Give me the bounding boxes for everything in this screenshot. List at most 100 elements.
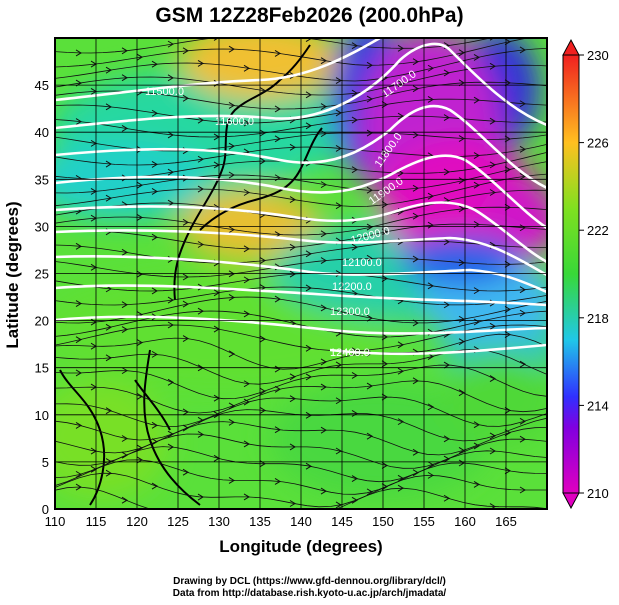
streamline-arrow bbox=[381, 101, 388, 108]
colorbar-max-arrow bbox=[562, 38, 580, 56]
x-tick-label: 145 bbox=[331, 514, 353, 529]
streamline-arrow bbox=[412, 131, 419, 139]
streamline-arrow bbox=[136, 214, 143, 221]
streamline-arrow bbox=[259, 157, 266, 165]
x-tick-label: 155 bbox=[413, 514, 435, 529]
streamline-arrow bbox=[351, 116, 358, 124]
streamline-arrow bbox=[458, 49, 465, 57]
coastlines bbox=[59, 44, 323, 506]
streamline-arrow bbox=[381, 275, 388, 282]
streamline-arrow bbox=[228, 226, 235, 234]
streamline-arrow bbox=[105, 160, 112, 168]
streamline-arrow bbox=[121, 124, 128, 132]
streamline-arrow bbox=[504, 429, 511, 437]
streamline-arrow bbox=[75, 336, 82, 344]
streamline-arrow bbox=[197, 431, 204, 438]
streamline-arrow bbox=[105, 469, 112, 477]
streamline-arrow bbox=[320, 383, 327, 391]
grid-lines bbox=[55, 38, 547, 509]
streamline-arrow bbox=[335, 397, 342, 405]
streamline-arrow bbox=[443, 494, 450, 502]
streamline-arrow bbox=[397, 341, 404, 349]
streamline-arrow bbox=[412, 58, 419, 66]
streamline-arrow bbox=[320, 304, 327, 312]
streamline-arrow bbox=[427, 64, 434, 72]
streamline-arrow bbox=[519, 309, 526, 317]
streamline-arrow bbox=[320, 230, 327, 238]
streamline-arrow bbox=[366, 254, 373, 262]
streamline-arrow bbox=[197, 493, 204, 501]
streamline-arrow bbox=[274, 426, 281, 434]
streamline-arrow bbox=[412, 469, 419, 477]
x-tick-label: 115 bbox=[86, 514, 107, 529]
streamline-arrow bbox=[458, 389, 465, 397]
streamline-arrow bbox=[381, 333, 388, 341]
streamline-arrow bbox=[167, 74, 174, 82]
streamline-arrow bbox=[105, 66, 112, 74]
streamline-arrow bbox=[228, 294, 235, 301]
y-axis-ticks: 0 5 10 15 20 25 30 35 40 45 bbox=[35, 78, 49, 517]
streamline-arrow bbox=[182, 468, 189, 476]
streamline-arrow bbox=[489, 432, 496, 440]
streamline-arrow bbox=[519, 486, 526, 494]
streamline-arrow bbox=[121, 248, 128, 256]
x-tick-label: 165 bbox=[495, 514, 517, 529]
streamline-arrow bbox=[289, 443, 296, 451]
streamline-arrow bbox=[182, 335, 189, 342]
streamline-arrow bbox=[105, 354, 112, 362]
streamline-arrow bbox=[351, 89, 358, 97]
streamline-arrow bbox=[243, 310, 250, 318]
streamline-arrow bbox=[489, 62, 496, 70]
streamline-arrow bbox=[274, 295, 281, 303]
streamline-arrow bbox=[105, 194, 112, 202]
streamline-arrow bbox=[320, 57, 327, 65]
streamline-arrow bbox=[167, 296, 174, 304]
y-tick-label: 40 bbox=[35, 125, 49, 140]
streamline-arrow bbox=[366, 314, 373, 322]
streamline-arrow bbox=[335, 109, 342, 117]
x-axis-ticks: 110 115 120 125 130 135 140 145 150 155 160 165 bbox=[45, 514, 517, 529]
streamline-arrow bbox=[427, 96, 434, 103]
streamline-arrow bbox=[259, 406, 266, 414]
streamline-arrow bbox=[351, 243, 358, 251]
streamline-arrow bbox=[121, 326, 128, 333]
contour-label: 11500.0 bbox=[145, 86, 184, 98]
streamline-arrow bbox=[489, 117, 496, 125]
streamline-arrow bbox=[151, 109, 158, 117]
streamline-arrow bbox=[151, 233, 158, 241]
y-tick-label: 20 bbox=[35, 314, 49, 329]
streamline-arrow bbox=[519, 224, 526, 232]
streamline-arrow bbox=[335, 144, 342, 152]
streamline-arrow bbox=[458, 315, 465, 323]
streamline-arrow bbox=[289, 395, 296, 403]
streamline-arrow bbox=[443, 301, 450, 309]
streamline-arrow bbox=[519, 417, 526, 425]
streamline-arrow bbox=[167, 321, 174, 329]
streamline-arrow bbox=[366, 129, 373, 137]
y-axis-label: Latitude (degrees) bbox=[3, 201, 22, 349]
y-tick-label: 10 bbox=[35, 408, 49, 423]
streamline-arrow bbox=[458, 205, 465, 213]
streamline-arrow bbox=[473, 442, 480, 450]
streamline-arrow bbox=[243, 245, 250, 253]
streamline-arrow bbox=[151, 421, 158, 429]
streamline-arrow bbox=[381, 483, 388, 491]
streamline-arrow bbox=[182, 218, 189, 226]
streamline-arrow bbox=[366, 95, 373, 103]
streamline-arrow bbox=[105, 323, 112, 331]
streamline-arrow bbox=[427, 282, 434, 290]
streamline-arrow bbox=[167, 199, 174, 207]
colorbar-ticks: 210 214 218 222 226 230 bbox=[579, 48, 609, 501]
streamline-arrow bbox=[75, 49, 82, 57]
streamline-arrow bbox=[259, 335, 266, 343]
streamline-arrow bbox=[75, 118, 82, 126]
streamline-arrow bbox=[136, 392, 143, 400]
streamline-arrow bbox=[412, 85, 419, 93]
streamline-arrow bbox=[504, 166, 511, 174]
streamline-arrow bbox=[105, 407, 112, 415]
streamline-arrow bbox=[335, 447, 342, 455]
streamline-arrow bbox=[412, 212, 419, 220]
colorbar-tick-label: 218 bbox=[587, 311, 609, 326]
